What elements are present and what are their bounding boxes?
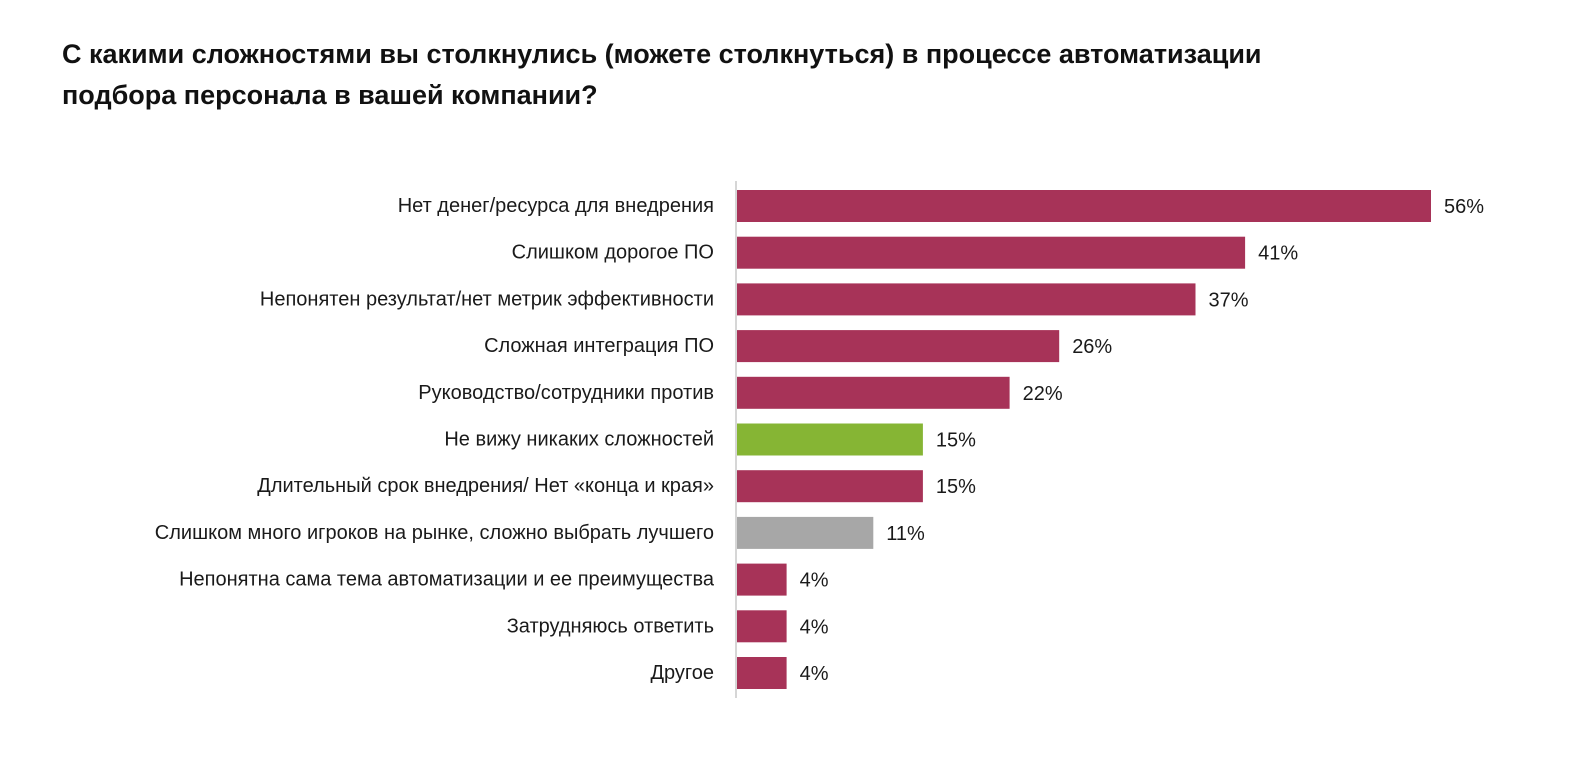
- value-label: 15%: [936, 430, 976, 452]
- bar: [737, 190, 1431, 222]
- value-label: 4%: [800, 570, 829, 592]
- bar: [737, 376, 1010, 409]
- bar: [737, 423, 923, 456]
- value-label: 41%: [1258, 243, 1298, 265]
- category-label: Затрудняюсь ответить: [507, 615, 714, 637]
- value-label: 22%: [1023, 383, 1063, 405]
- bar: [737, 236, 1246, 269]
- bar: [737, 657, 787, 689]
- category-label: Другое: [650, 662, 714, 684]
- chart-title-line-2: подбора персонала в вашей компании?: [62, 80, 598, 110]
- value-label: 11%: [886, 523, 925, 545]
- value-label: 4%: [800, 616, 829, 638]
- bar: [737, 610, 787, 643]
- chart-title-line-1: С какими сложностями вы столкнулись (мож…: [62, 39, 1262, 69]
- category-label: Руководство/сотрудники против: [418, 382, 714, 404]
- bar: [737, 470, 923, 503]
- category-label: Длительный срок внедрения/ Нет «конца и …: [257, 475, 714, 497]
- value-label: 37%: [1209, 289, 1249, 311]
- value-label: 15%: [936, 476, 976, 498]
- bar: [737, 330, 1060, 363]
- value-label: 26%: [1072, 336, 1112, 358]
- category-label: Слишком много игроков на рынке, сложно в…: [155, 522, 714, 544]
- category-label: Непонятна сама тема автоматизации и ее п…: [179, 569, 715, 591]
- chart-title: С какими сложностями вы столкнулись (мож…: [62, 34, 1362, 116]
- category-label: Слишком дорогое ПО: [512, 242, 714, 264]
- bar: [737, 283, 1196, 316]
- bar: [737, 516, 874, 549]
- category-label: Непонятен результат/нет метрик эффективн…: [260, 288, 714, 310]
- category-label: Сложная интеграция ПО: [484, 335, 714, 357]
- category-label: Не вижу никаких сложностей: [444, 429, 714, 451]
- category-label: Нет денег/ресурса для внедрения: [398, 195, 714, 217]
- bar: [737, 563, 787, 596]
- value-label: 4%: [800, 663, 829, 685]
- value-label: 56%: [1444, 196, 1484, 218]
